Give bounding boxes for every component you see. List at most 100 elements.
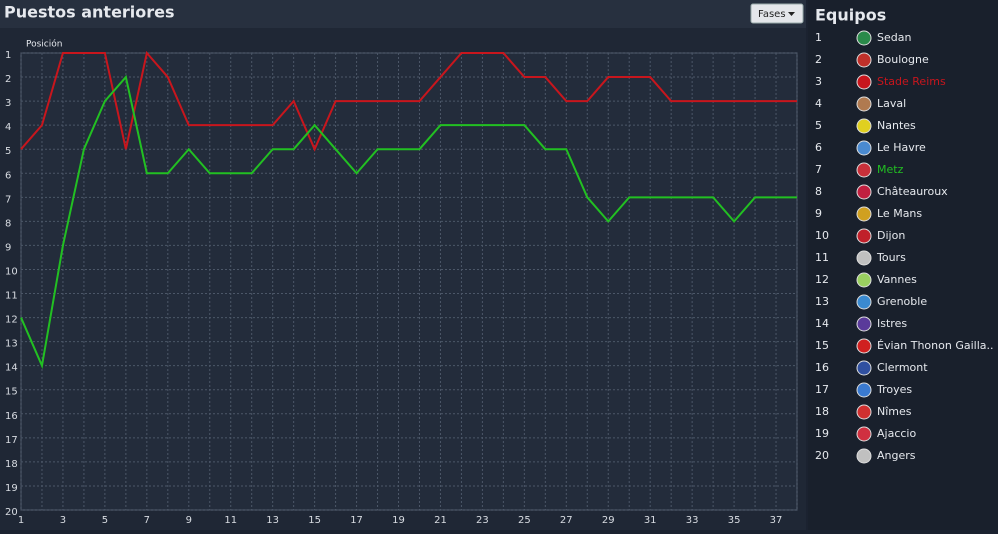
team-badge bbox=[856, 184, 872, 200]
team-rank: 14 bbox=[815, 317, 829, 330]
team-rank: 7 bbox=[815, 163, 822, 176]
team-badge bbox=[856, 96, 872, 112]
team-name: Nîmes bbox=[877, 405, 912, 418]
x-tick-label: 35 bbox=[728, 515, 741, 526]
team-rank: 17 bbox=[815, 383, 829, 396]
team-rank: 9 bbox=[815, 207, 822, 220]
team-badge bbox=[856, 162, 872, 178]
x-tick-label: 13 bbox=[266, 515, 279, 526]
team-badge bbox=[856, 426, 872, 442]
team-rank: 6 bbox=[815, 141, 822, 154]
team-name: Grenoble bbox=[877, 295, 927, 308]
team-name: Metz bbox=[877, 163, 904, 176]
team-rank: 18 bbox=[815, 405, 829, 418]
y-axis-label: Posición bbox=[26, 39, 62, 50]
team-name: Évian Thonon Gailla.. bbox=[877, 339, 993, 352]
team-name: Angers bbox=[877, 449, 916, 462]
team-name: Dijon bbox=[877, 229, 905, 242]
team-badge bbox=[856, 294, 872, 310]
y-tick-label: 19 bbox=[5, 483, 18, 494]
team-name: Nantes bbox=[877, 119, 916, 132]
phases-button[interactable]: Fases bbox=[750, 3, 804, 24]
plot-area bbox=[20, 52, 798, 511]
page-title: Puestos anteriores bbox=[4, 3, 175, 22]
team-rank: 1 bbox=[815, 31, 822, 44]
team-name: Châteauroux bbox=[877, 185, 948, 198]
team-rank: 5 bbox=[815, 119, 822, 132]
x-tick-label: 3 bbox=[60, 515, 66, 526]
y-tick-label: 4 bbox=[5, 122, 11, 133]
x-tick-label: 9 bbox=[186, 515, 192, 526]
x-tick-label: 11 bbox=[224, 515, 237, 526]
team-badge bbox=[856, 52, 872, 68]
x-tick-label: 19 bbox=[392, 515, 405, 526]
team-rank: 13 bbox=[815, 295, 829, 308]
team-badge bbox=[856, 382, 872, 398]
y-tick-label: 13 bbox=[5, 339, 18, 350]
team-rank: 16 bbox=[815, 361, 829, 374]
x-tick-label: 1 bbox=[18, 515, 24, 526]
y-tick-label: 6 bbox=[5, 170, 11, 181]
y-tick-label: 14 bbox=[5, 363, 18, 374]
x-tick-label: 7 bbox=[144, 515, 150, 526]
team-badge bbox=[856, 74, 872, 90]
y-tick-label: 11 bbox=[5, 291, 18, 302]
x-tick-label: 33 bbox=[686, 515, 699, 526]
x-tick-label: 5 bbox=[102, 515, 108, 526]
team-rank: 11 bbox=[815, 251, 829, 264]
team-rank: 12 bbox=[815, 273, 829, 286]
team-badge bbox=[856, 404, 872, 420]
y-tick-label: 2 bbox=[5, 74, 11, 85]
y-tick-label: 18 bbox=[5, 459, 18, 470]
x-tick-label: 21 bbox=[434, 515, 447, 526]
y-tick-label: 3 bbox=[5, 98, 11, 109]
team-name: Boulogne bbox=[877, 53, 929, 66]
y-tick-label: 12 bbox=[5, 315, 18, 326]
dropdown-arrow[interactable] bbox=[788, 12, 795, 16]
team-badge bbox=[856, 272, 872, 288]
team-name: Istres bbox=[877, 317, 907, 330]
x-tick-label: 25 bbox=[518, 515, 531, 526]
x-tick-label: 15 bbox=[308, 515, 321, 526]
team-rank: 4 bbox=[815, 97, 822, 110]
team-rank: 3 bbox=[815, 75, 822, 88]
team-name: Troyes bbox=[876, 383, 912, 396]
team-name: Ajaccio bbox=[877, 427, 916, 440]
team-badge bbox=[856, 140, 872, 156]
header-bar bbox=[0, 0, 806, 28]
team-name: Clermont bbox=[877, 361, 928, 374]
team-rank: 15 bbox=[815, 339, 829, 352]
team-badge bbox=[856, 316, 872, 332]
team-badge bbox=[856, 448, 872, 464]
y-tick-label: 9 bbox=[5, 242, 11, 253]
button-label[interactable]: Fases bbox=[758, 9, 786, 20]
team-badge bbox=[856, 118, 872, 134]
team-badge bbox=[856, 228, 872, 244]
team-rank: 2 bbox=[815, 53, 822, 66]
team-badge bbox=[856, 360, 872, 376]
series-line bbox=[20, 74, 797, 370]
y-tick-label: 7 bbox=[5, 194, 11, 205]
team-name: Vannes bbox=[877, 273, 917, 286]
team-name: Laval bbox=[877, 97, 906, 110]
team-badge bbox=[856, 30, 872, 46]
team-name: Stade Reims bbox=[877, 75, 946, 88]
y-tick-label: 5 bbox=[5, 146, 11, 157]
y-tick-label: 17 bbox=[5, 435, 18, 446]
teams-panel bbox=[808, 0, 998, 530]
team-badge bbox=[856, 250, 872, 266]
series-line bbox=[20, 50, 797, 152]
team-rank: 10 bbox=[815, 229, 829, 242]
team-rank: 8 bbox=[815, 185, 822, 198]
team-name: Le Mans bbox=[877, 207, 922, 220]
y-tick-label: 8 bbox=[5, 218, 11, 229]
x-tick-label: 23 bbox=[476, 515, 489, 526]
team-name: Tours bbox=[876, 251, 906, 264]
button-bg[interactable] bbox=[750, 3, 804, 24]
team-rank: 20 bbox=[815, 449, 829, 462]
y-tick-label: 1 bbox=[5, 50, 11, 61]
x-tick-label: 27 bbox=[560, 515, 573, 526]
team-badge bbox=[856, 206, 872, 222]
y-tick-label: 20 bbox=[5, 507, 18, 518]
